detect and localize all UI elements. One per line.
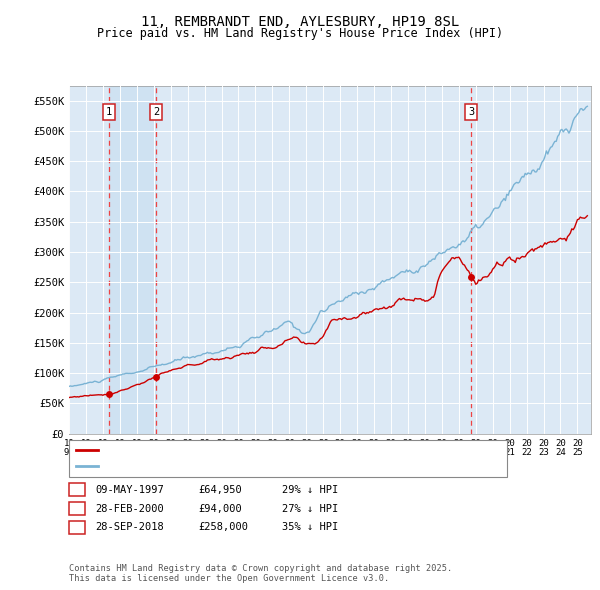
Bar (109, 86, 157, 434)
Text: 11, REMBRANDT END, AYLESBURY, HP19 8SL: 11, REMBRANDT END, AYLESBURY, HP19 8SL (141, 15, 459, 29)
Text: HPI: Average price, semi-detached house, Buckinghamshire: HPI: Average price, semi-detached house,… (100, 461, 443, 471)
Text: 3: 3 (74, 523, 80, 532)
Text: £94,000: £94,000 (198, 504, 242, 513)
Text: 1: 1 (74, 485, 80, 494)
Text: 29% ↓ HPI: 29% ↓ HPI (282, 485, 338, 494)
Text: 28-FEB-2000: 28-FEB-2000 (95, 504, 164, 513)
Text: 28-SEP-2018: 28-SEP-2018 (95, 523, 164, 532)
Text: £64,950: £64,950 (198, 485, 242, 494)
Text: 2: 2 (74, 504, 80, 513)
Text: Price paid vs. HM Land Registry's House Price Index (HPI): Price paid vs. HM Land Registry's House … (97, 27, 503, 40)
Text: 1: 1 (106, 107, 112, 117)
Text: 09-MAY-1997: 09-MAY-1997 (95, 485, 164, 494)
Text: 11, REMBRANDT END, AYLESBURY, HP19 8SL (semi-detached house): 11, REMBRANDT END, AYLESBURY, HP19 8SL (… (100, 445, 468, 455)
Text: Contains HM Land Registry data © Crown copyright and database right 2025.
This d: Contains HM Land Registry data © Crown c… (69, 563, 452, 583)
Text: 35% ↓ HPI: 35% ↓ HPI (282, 523, 338, 532)
Text: 2: 2 (154, 107, 160, 117)
Text: £258,000: £258,000 (198, 523, 248, 532)
Text: 3: 3 (468, 107, 475, 117)
Text: 27% ↓ HPI: 27% ↓ HPI (282, 504, 338, 513)
